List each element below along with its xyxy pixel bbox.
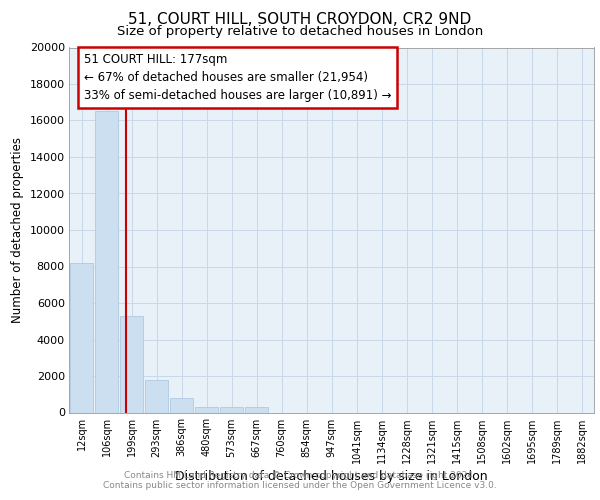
Bar: [245, 407, 268, 412]
Text: 51 COURT HILL: 177sqm
← 67% of detached houses are smaller (21,954)
33% of semi-: 51 COURT HILL: 177sqm ← 67% of detached …: [84, 53, 391, 102]
Bar: [95, 112, 118, 412]
Bar: [195, 407, 218, 412]
Y-axis label: Number of detached properties: Number of detached properties: [11, 137, 24, 323]
Bar: [220, 407, 243, 412]
Bar: [145, 380, 168, 412]
Text: Contains HM Land Registry data © Crown copyright and database right 2024.: Contains HM Land Registry data © Crown c…: [124, 471, 476, 480]
Text: Contains public sector information licensed under the Open Government Licence v3: Contains public sector information licen…: [103, 481, 497, 490]
X-axis label: Distribution of detached houses by size in London: Distribution of detached houses by size …: [175, 470, 488, 483]
Bar: [120, 316, 143, 412]
Text: 51, COURT HILL, SOUTH CROYDON, CR2 9ND: 51, COURT HILL, SOUTH CROYDON, CR2 9ND: [128, 12, 472, 28]
Bar: [70, 263, 93, 412]
Bar: [170, 398, 193, 412]
Text: Size of property relative to detached houses in London: Size of property relative to detached ho…: [117, 25, 483, 38]
